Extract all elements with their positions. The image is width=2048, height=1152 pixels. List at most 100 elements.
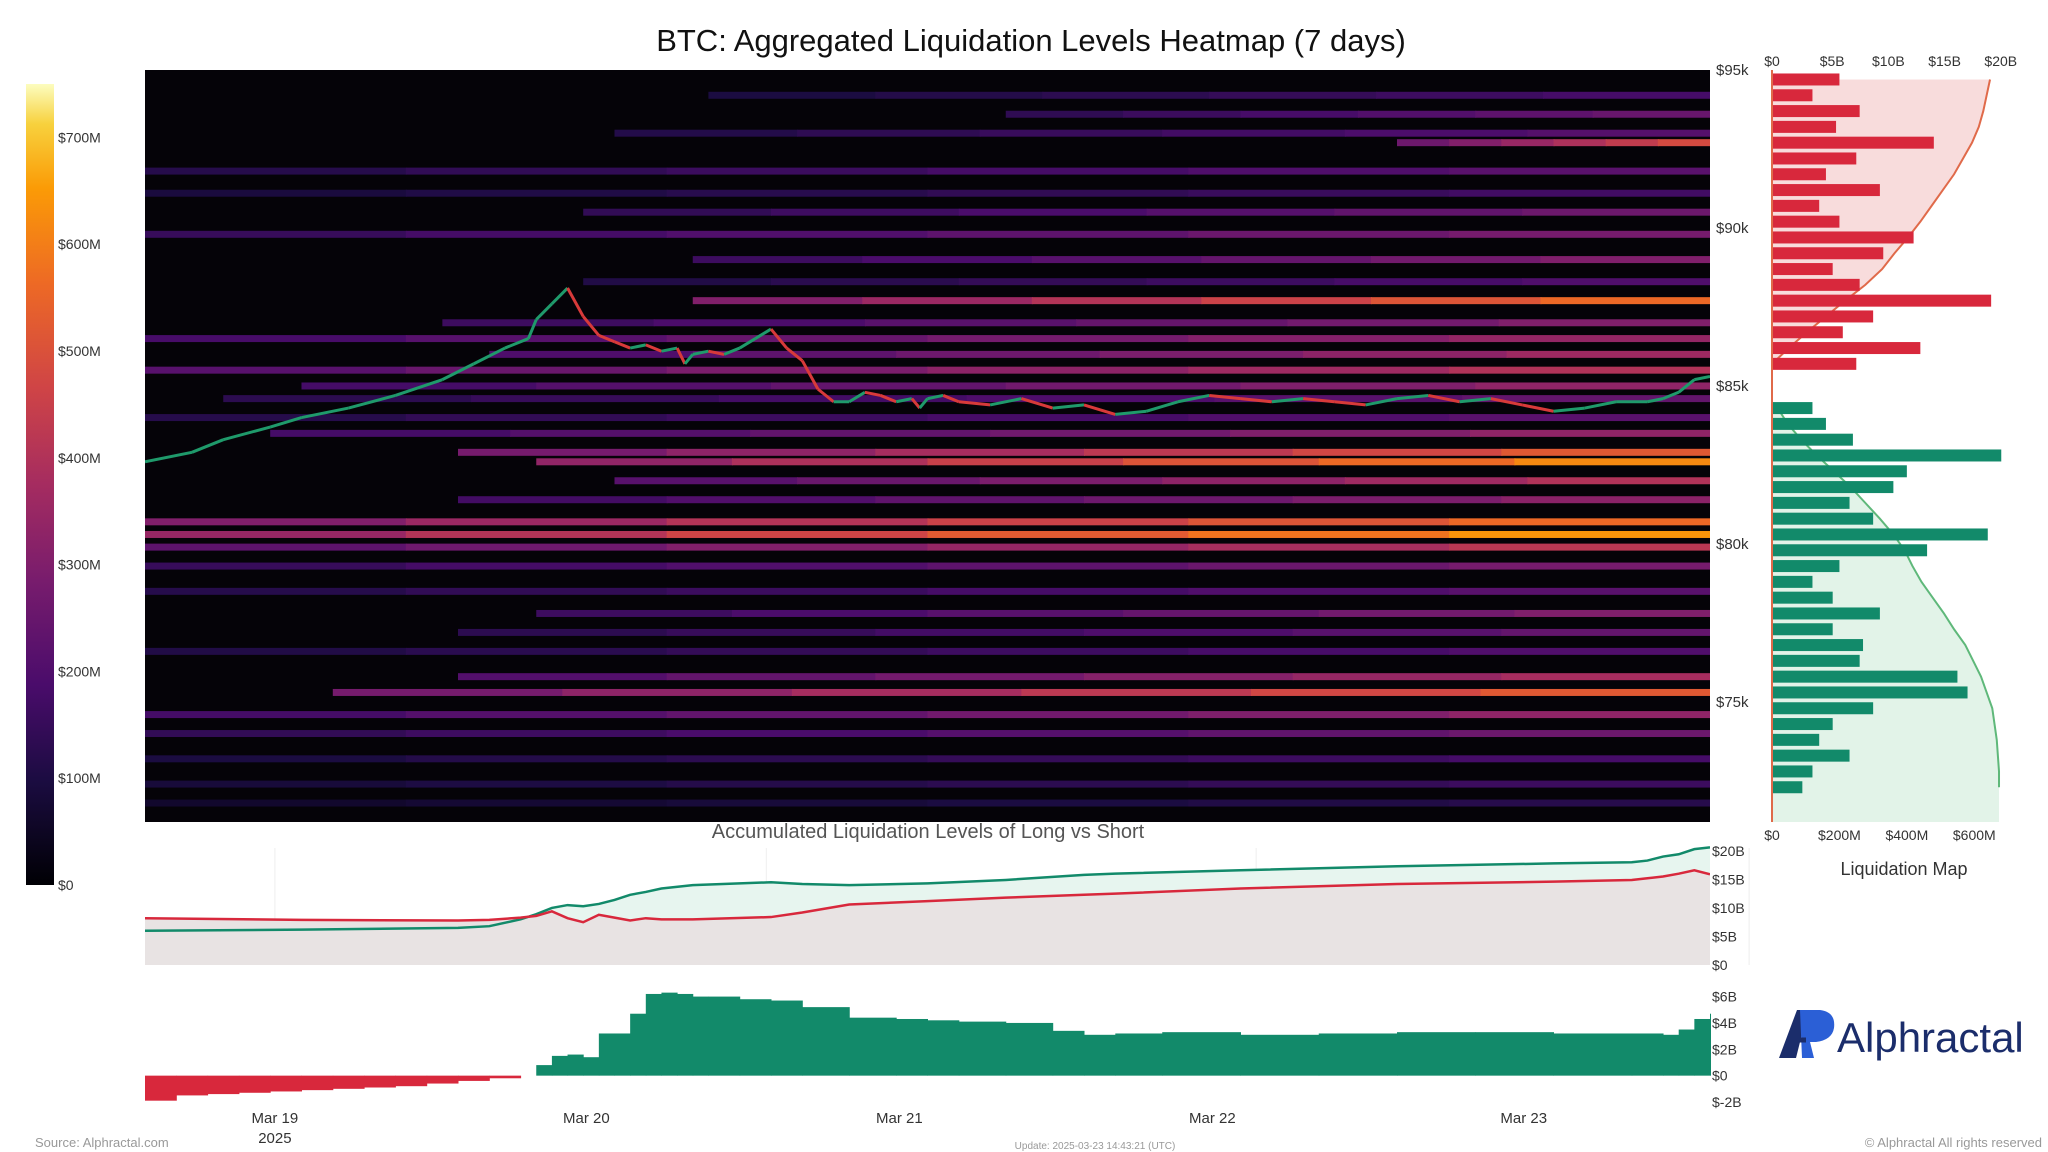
long-liquidation-bar [1772,781,1803,794]
price-segment [1271,397,1304,404]
heatmap-band-segment [666,755,929,763]
price-segment [864,390,881,397]
heatmap-band-segment [145,366,407,374]
heatmap-band-segment [927,414,1190,422]
source-note: Source: Alphractal.com [35,1135,169,1150]
liquidation-map-panel: $0 $200M $400M $600M $0 $5B $10B $15B $20B Liqui… [1764,53,2017,879]
heatmap-band-segment [666,496,877,504]
price-segment [708,349,725,356]
price-segment [1459,397,1492,404]
heatmap-band-segment [145,189,407,197]
heatmap-band-segment [1084,673,1294,681]
heatmap-band-segment [583,208,772,216]
heatmap-band-segment [1449,139,1503,147]
heatmap-band-segment [718,395,968,403]
price-segment [848,391,866,404]
short-liquidation-bar [1772,357,1857,370]
heatmap-band-segment [666,518,929,526]
heatmap-band-segment [927,799,1190,807]
price-segment [1647,397,1664,404]
long-liquidation-bar [1772,749,1850,762]
heatmap-band-segment [1084,628,1294,636]
heatmap-band-segment [708,91,877,99]
heatmap-band-segment [1287,319,1500,327]
heatmap-band-segment [458,628,668,636]
price-segment [504,337,529,350]
heatmap-band-segment [1449,562,1710,570]
colorbar-tick-label: $500M [58,343,101,359]
heatmap-band-segment [875,91,1044,99]
heatmap-band-segment [458,673,668,681]
heatmap-band-segment [1188,647,1451,655]
price-segment [1662,390,1680,400]
heatmap-band-segment [536,458,733,466]
heatmap-band-segment [1188,711,1451,719]
price-segment [1490,397,1523,407]
heatmap-band-segment [1188,189,1451,197]
difference-bar [364,1075,396,1088]
accumulated-title: Accumulated Liquidation Levels of Long v… [712,821,1145,843]
price-segment [817,387,835,403]
price-segment [958,400,991,407]
heatmap-band-segment [1188,562,1451,570]
copyright-note: © Alphractal All rights reserved [1865,1135,2042,1150]
heatmap-band-segment [731,458,929,466]
heatmap-y-tick-label: $75k [1716,694,1749,711]
difference-bar [1397,1032,1476,1076]
heatmap-band-segment [927,730,1190,738]
heatmap-band-segment [771,382,1007,390]
heatmap-band-segment [1146,208,1336,216]
price-segment [582,315,601,337]
heatmap-band-segment [1370,297,1542,305]
heatmap-y-tick-label: $85k [1716,378,1749,395]
heatmap-band-segment [1162,477,1346,485]
short-liquidation-bar [1772,310,1874,323]
heatmap-panel: $95k $90k $85k $80k $75k [145,62,1749,822]
heatmap-band-segment [405,647,668,655]
long-liquidation-bar [1772,702,1874,715]
price-segment [1553,406,1585,413]
heatmap-band-segment [1449,799,1710,807]
heatmap-band-segment [1188,780,1451,788]
difference-bar [849,1017,897,1076]
price-segment [1115,409,1147,416]
difference-y-tick-label: $0 [1712,1068,1728,1084]
heatmap-band-segment [1449,730,1710,738]
heatmap-band-segment [1292,628,1503,636]
heatmap-band-segment [1209,91,1378,99]
price-segment [527,319,538,340]
price-segment [942,394,960,404]
long-liquidation-bar [1772,623,1833,636]
heatmap-band-segment [405,780,668,788]
heatmap-band-segment [1188,366,1451,374]
x-tick-label: Mar 22 [1189,1110,1236,1127]
price-segment [301,406,349,420]
heatmap-band-segment [405,562,668,570]
price-segment [1396,393,1429,401]
heatmap-band-segment [1470,429,1710,437]
heatmap-band-segment [1201,256,1372,264]
heatmap-band-segment [145,335,407,343]
colorbar-tick-label: $200M [58,663,101,679]
heatmap-band-segment [1449,189,1710,197]
accumulated-y-tick-label: $15B [1712,871,1745,887]
heatmap-band-segment [1501,448,1710,456]
difference-bar [661,992,678,1076]
heatmap-band-segment [966,395,1216,403]
difference-y-tick-label: $2B [1712,1041,1737,1057]
short-accumulated-line [145,868,1710,924]
heatmap-band-segment [405,230,668,238]
heatmap-band-segment [1357,110,1477,118]
long-liquidation-bar [1772,465,1907,478]
price-segment [472,346,506,366]
liquidation-map-bottom-tick: $600M [1953,827,1996,843]
heatmap-band-segment [927,458,1125,466]
price-segment [879,394,897,404]
price-segment [645,343,663,353]
heatmap-band-segment [927,530,1190,538]
heatmap-band-segment [927,167,1190,175]
heatmap-band-segment [927,587,1190,595]
heatmap-band-segment [614,129,799,137]
colorbar-tick-label: $300M [58,557,101,573]
difference-y-tick-label: $6B [1712,989,1737,1005]
